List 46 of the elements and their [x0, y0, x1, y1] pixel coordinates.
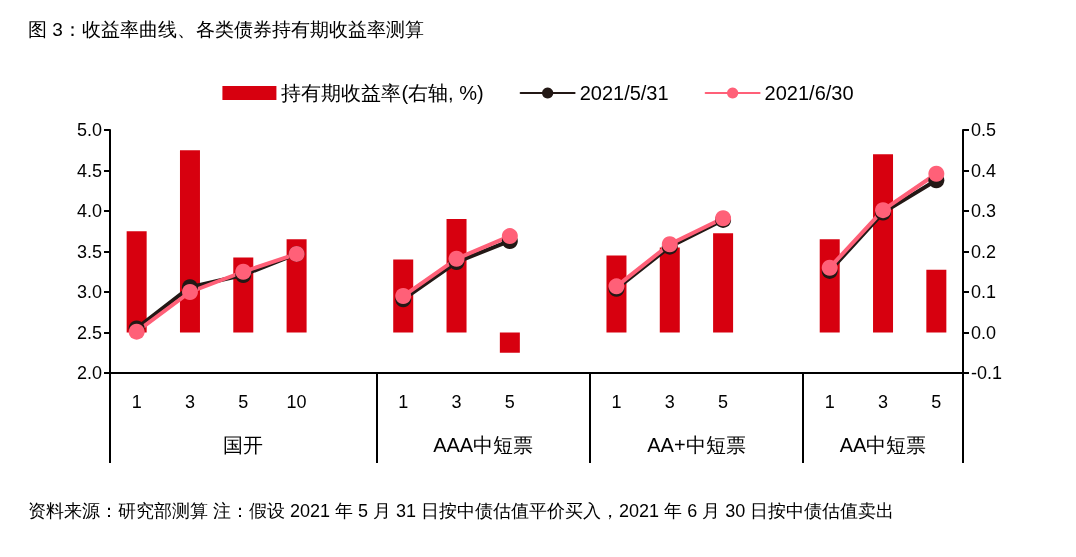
bar — [713, 233, 734, 333]
y-tick-label: 3.5 — [76, 241, 102, 262]
x-tick-label: 1 — [824, 392, 835, 412]
point — [501, 228, 518, 245]
y2-tick-label: 0.1 — [971, 282, 997, 302]
x-tick-label: 3 — [451, 392, 462, 412]
text: AA+中短票 — [647, 434, 746, 456]
text: AAA中短票 — [433, 434, 534, 456]
x-tick-label: 5 — [238, 392, 249, 412]
y-tick-label: 5.0 — [76, 120, 102, 140]
legend-label: 2021/6/30 — [764, 82, 854, 104]
bar — [873, 154, 894, 333]
text: AA中短票 — [839, 434, 927, 456]
y-tick-label: 4.0 — [76, 201, 102, 221]
y2-tick-label: 0.5 — [971, 120, 997, 140]
y-tick-label: 3.0 — [76, 282, 102, 302]
y2-tick-label: 0.0 — [971, 322, 997, 343]
x-tick-label: 3 — [664, 392, 675, 412]
bar — [499, 332, 520, 353]
legend-label: 2021/5/31 — [579, 82, 669, 104]
y2-tick-label: 0.3 — [971, 201, 997, 221]
text: 资料来源：研究部测算 注：假设 2021 年 5 月 31 日按中债估值平价买入，2021 年 6 月 30 日按中债估值卖出 — [28, 501, 895, 521]
legend-label: 持有期收益率(右轴, %) — [281, 82, 484, 104]
point — [928, 165, 945, 182]
bar — [926, 269, 947, 333]
y2-tick-label: 0.4 — [971, 160, 997, 181]
y-tick-label: 2.5 — [76, 322, 102, 343]
point — [448, 250, 465, 267]
chart-title: 图 3：收益率曲线、各类债券持有期收益率测算 — [28, 19, 424, 40]
x-tick-label: 5 — [504, 392, 515, 412]
y-tick-label: 4.5 — [76, 160, 102, 181]
y-tick-label: 2.0 — [76, 363, 102, 383]
y2-tick-label: -0.1 — [971, 363, 1003, 383]
x-tick-label: 3 — [184, 392, 195, 412]
bar — [179, 150, 200, 333]
bar — [659, 247, 680, 333]
x-tick-label: 3 — [878, 392, 889, 412]
x-tick-label: 5 — [718, 392, 729, 412]
y2-tick-label: 0.2 — [971, 241, 997, 262]
x-tick-label: 1 — [611, 392, 622, 412]
x-tick-label: 1 — [131, 392, 142, 412]
point — [181, 284, 198, 300]
x-tick-label: 10 — [286, 392, 307, 412]
x-tick-label: 1 — [398, 392, 409, 412]
text: 国开 — [223, 434, 264, 456]
x-tick-label: 5 — [931, 392, 942, 412]
